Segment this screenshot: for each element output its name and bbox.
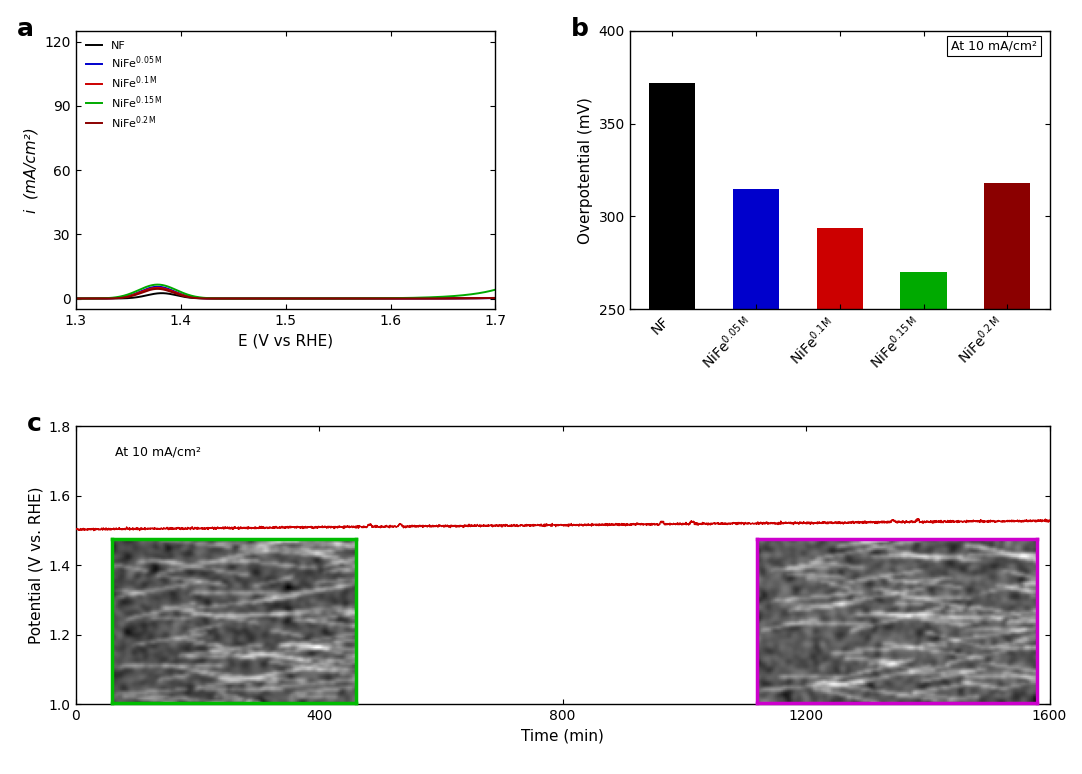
NiFe$^{0.1\,\mathrm{M}}$ (355, 294, 368, 303)
NiFe$^{0.2\,\mathrm{M}}$ (405, 294, 418, 303)
NiFe$^{0.2\,\mathrm{M}}$ (358, 294, 371, 303)
NiFe$^{0.1\,\mathrm{M}}$ (69, 294, 82, 303)
NiFe$^{0.1\,\mathrm{M}}$ (254, 294, 267, 303)
NiFe$^{0.05\,\mathrm{M}}$ (358, 294, 371, 303)
Bar (649, 83, 695, 310)
NiFe$^{0.15\,\mathrm{M}}$ (268, 294, 281, 303)
NF (489, 293, 502, 303)
NiFe$^{0.1\,\mathrm{M}}$ (489, 293, 502, 303)
NiFe$^{0.2\,\mathrm{M}}$ (489, 293, 502, 303)
NF (358, 294, 371, 303)
Text: At 10 mA/cm²: At 10 mA/cm² (115, 446, 200, 458)
NF (113, 294, 126, 303)
Line: NiFe$^{0.15\,\mathrm{M}}$: NiFe$^{0.15\,\mathrm{M}}$ (76, 285, 496, 299)
NiFe$^{0.15\,\mathrm{M}}$ (254, 294, 267, 303)
NiFe$^{0.1\,\mathrm{M}}$ (358, 294, 371, 303)
NF (254, 294, 267, 303)
NiFe$^{0.15\,\mathrm{M}}$ (151, 280, 164, 289)
NiFe$^{0.15\,\mathrm{M}}$ (358, 293, 371, 303)
NiFe$^{0.15\,\mathrm{M}}$ (405, 293, 418, 303)
NiFe$^{0.05\,\mathrm{M}}$ (151, 282, 164, 291)
NiFe$^{0.1\,\mathrm{M}}$ (151, 283, 164, 293)
Bar (985, 183, 1030, 310)
NiFe$^{0.15\,\mathrm{M}}$ (489, 285, 502, 294)
NF (69, 294, 82, 303)
Y-axis label: Overpotential (mV): Overpotential (mV) (578, 97, 593, 244)
Line: NiFe$^{0.1\,\mathrm{M}}$: NiFe$^{0.1\,\mathrm{M}}$ (76, 288, 496, 299)
NiFe$^{0.1\,\mathrm{M}}$ (113, 293, 126, 303)
Text: At 10 mA/cm²: At 10 mA/cm² (951, 39, 1037, 53)
NF (397, 294, 410, 303)
NiFe$^{0.05\,\mathrm{M}}$ (69, 294, 82, 303)
NiFe$^{0.05\,\mathrm{M}}$ (113, 293, 126, 303)
NF (156, 289, 169, 298)
NiFe$^{0.05\,\mathrm{M}}$ (365, 294, 378, 303)
Bar (900, 272, 947, 310)
Y-axis label: Potential (V vs. RHE): Potential (V vs. RHE) (28, 487, 43, 644)
NiFe$^{0.15\,\mathrm{M}}$ (69, 294, 82, 303)
NiFe$^{0.15\,\mathrm{M}}$ (113, 293, 126, 302)
NiFe$^{0.2\,\mathrm{M}}$ (357, 294, 370, 303)
NF (405, 294, 418, 303)
NiFe$^{0.2\,\mathrm{M}}$ (113, 293, 126, 303)
Text: b: b (571, 17, 589, 41)
Y-axis label: i  (mA/cm²): i (mA/cm²) (24, 127, 39, 213)
NiFe$^{0.15\,\mathrm{M}}$ (397, 293, 410, 303)
NiFe$^{0.1\,\mathrm{M}}$ (397, 294, 410, 303)
NF (326, 294, 339, 303)
NiFe$^{0.1\,\mathrm{M}}$ (239, 294, 252, 303)
NiFe$^{0.05\,\mathrm{M}}$ (239, 294, 252, 303)
NiFe$^{0.2\,\mathrm{M}}$ (397, 294, 410, 303)
Text: c: c (27, 413, 42, 437)
Text: a: a (17, 17, 34, 41)
NiFe$^{0.2\,\mathrm{M}}$ (239, 294, 252, 303)
Bar (733, 189, 779, 310)
NiFe$^{0.15\,\mathrm{M}}$ (239, 294, 252, 303)
NiFe$^{0.05\,\mathrm{M}}$ (489, 293, 502, 303)
NiFe$^{0.05\,\mathrm{M}}$ (405, 294, 418, 303)
Bar (817, 228, 862, 310)
NiFe$^{0.2\,\mathrm{M}}$ (151, 284, 164, 293)
Legend: NF, NiFe$^{0.05\,\mathrm{M}}$, NiFe$^{0.1\,\mathrm{M}}$, NiFe$^{0.15\,\mathrm{M}: NF, NiFe$^{0.05\,\mathrm{M}}$, NiFe$^{0.… (81, 36, 167, 135)
Line: NiFe$^{0.2\,\mathrm{M}}$: NiFe$^{0.2\,\mathrm{M}}$ (76, 289, 496, 299)
Line: NiFe$^{0.05\,\mathrm{M}}$: NiFe$^{0.05\,\mathrm{M}}$ (76, 286, 496, 299)
X-axis label: E (V vs RHE): E (V vs RHE) (238, 334, 333, 348)
NiFe$^{0.2\,\mathrm{M}}$ (254, 294, 267, 303)
NiFe$^{0.05\,\mathrm{M}}$ (397, 294, 410, 303)
NiFe$^{0.2\,\mathrm{M}}$ (69, 294, 82, 303)
NiFe$^{0.05\,\mathrm{M}}$ (254, 294, 267, 303)
NF (239, 294, 252, 303)
X-axis label: Time (min): Time (min) (522, 729, 604, 744)
Line: NF: NF (76, 293, 496, 299)
NiFe$^{0.1\,\mathrm{M}}$ (405, 294, 418, 303)
